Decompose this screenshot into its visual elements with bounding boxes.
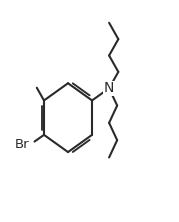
Text: N: N xyxy=(104,81,114,95)
Text: Br: Br xyxy=(14,138,29,151)
